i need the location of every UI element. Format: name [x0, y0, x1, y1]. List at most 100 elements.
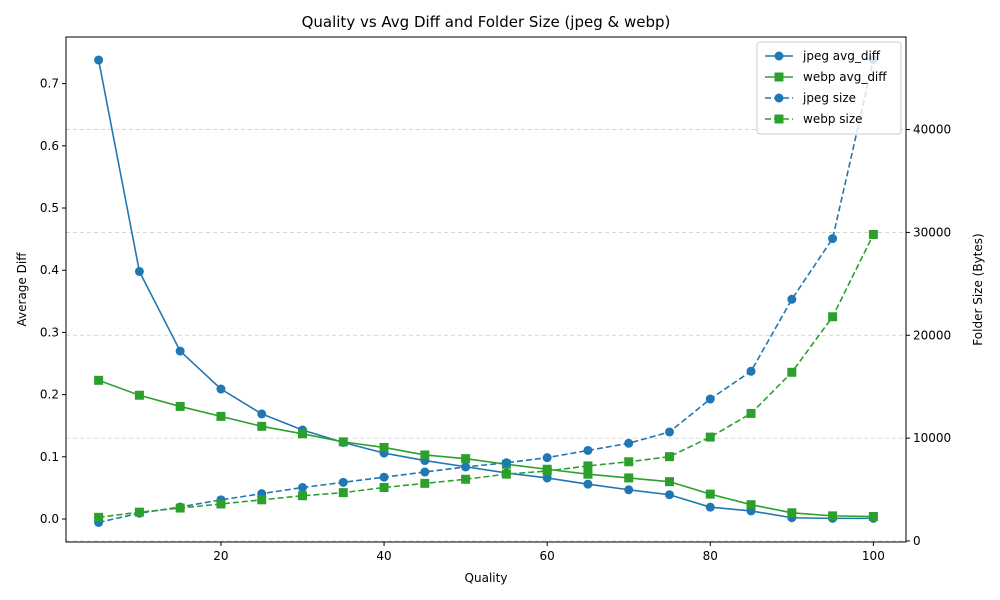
data-point [542, 466, 552, 476]
data-point [705, 432, 715, 442]
legend-marker [774, 93, 784, 103]
legend-label: jpeg size [802, 91, 856, 105]
data-point [175, 346, 185, 356]
y2-axis-label: Folder Size (Bytes) [971, 233, 985, 345]
data-point [868, 512, 878, 522]
legend-label: jpeg avg_diff [802, 49, 881, 63]
series-line [98, 59, 875, 524]
data-point [420, 478, 430, 488]
data-point [705, 502, 715, 512]
y2-tick-label: 0 [913, 534, 921, 548]
data-point [298, 429, 308, 439]
data-point [583, 479, 593, 489]
plot-area-frame [65, 36, 907, 543]
data-point [583, 445, 593, 455]
legend-marker [774, 72, 784, 82]
legend-marker [774, 51, 784, 61]
data-point [624, 473, 634, 483]
x-tick-label: 100 [862, 549, 885, 563]
data-point [501, 458, 511, 468]
y-tick-label: 0.1 [40, 450, 59, 464]
data-point [216, 499, 226, 509]
data-point [379, 482, 389, 492]
y-tick-label: 0.6 [40, 139, 59, 153]
data-point [828, 511, 838, 521]
data-point [542, 473, 552, 483]
data-point [583, 461, 593, 471]
data-point [338, 488, 348, 498]
data-point [134, 507, 144, 517]
data-point [175, 401, 185, 411]
x-axis-label: Quality [465, 571, 508, 585]
series-line [97, 59, 874, 520]
data-point [379, 472, 389, 482]
data-point [175, 503, 185, 513]
data-point [461, 462, 471, 472]
series-line [98, 379, 874, 518]
data-point [257, 421, 267, 431]
data-point [624, 485, 634, 495]
data-point [705, 489, 715, 499]
data-point [216, 411, 226, 421]
data-point [134, 266, 144, 276]
data-point [420, 467, 430, 477]
axes-layer: 20 40 60 80 100 0.0 0.1 0.2 0.3 0.4 0.5 0.6 0.7 0 1000… [40, 77, 951, 563]
data-point [624, 457, 634, 467]
data-point [787, 508, 797, 518]
data-point [461, 454, 471, 464]
data-point [501, 469, 511, 479]
y-tick-label: 0.5 [40, 201, 59, 215]
y-tick-label: 0.0 [40, 512, 59, 526]
y2-tick-label: 20000 [913, 328, 951, 342]
data-point [787, 294, 797, 304]
y-tick-label: 0.7 [40, 77, 59, 91]
x-tick-label: 80 [703, 549, 718, 563]
y2-tick-label: 40000 [913, 123, 951, 137]
series-layer [94, 55, 878, 527]
data-point [664, 427, 674, 437]
data-point [257, 495, 267, 505]
data-point [338, 437, 348, 447]
legend-box [756, 41, 902, 135]
data-point [746, 408, 756, 418]
data-point [828, 234, 838, 244]
y-tick-label: 0.3 [40, 325, 59, 339]
y2-tick-label: 30000 [913, 225, 951, 239]
legend-label: webp avg_diff [803, 70, 887, 84]
data-point [461, 474, 471, 484]
legend-label: webp size [803, 112, 863, 126]
x-tick-label: 20 [213, 549, 228, 563]
data-point [379, 442, 389, 452]
data-point [257, 409, 267, 419]
data-point [338, 477, 348, 487]
data-point [746, 500, 756, 510]
data-point [664, 452, 674, 462]
y2-tick-label: 10000 [913, 431, 951, 445]
y-tick-label: 0.4 [40, 263, 59, 277]
data-point [94, 375, 104, 385]
data-point [624, 438, 634, 448]
x-tick-label: 60 [540, 549, 555, 563]
data-point [298, 491, 308, 501]
data-point [94, 512, 104, 522]
x-tick-label: 40 [376, 549, 391, 563]
data-point [746, 366, 756, 376]
data-point [94, 55, 104, 65]
data-point [705, 394, 715, 404]
y-axis-label: Average Diff [15, 252, 29, 327]
data-point [828, 312, 838, 322]
data-point [583, 469, 593, 479]
legend-marker [774, 114, 784, 124]
y-tick-label: 0.2 [40, 388, 59, 402]
data-point [664, 477, 674, 487]
data-point [420, 450, 430, 460]
data-point [787, 367, 797, 377]
data-point [542, 453, 552, 463]
data-point [134, 390, 144, 400]
data-point [664, 490, 674, 500]
data-point [298, 482, 308, 492]
data-point [216, 384, 226, 394]
series-webp-size [94, 229, 878, 522]
